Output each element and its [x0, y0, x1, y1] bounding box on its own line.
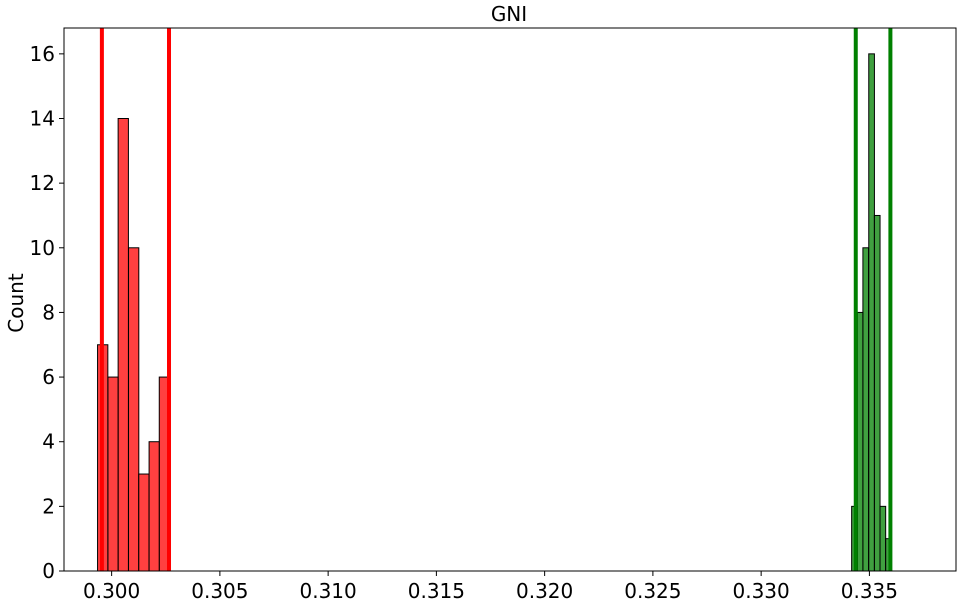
histogram-bar: [856, 311, 864, 572]
y-axis: 0 2 4 6 8 10 12 14 16: [30, 42, 64, 583]
histogram-bar: [879, 505, 887, 572]
histogram-bar: [148, 441, 160, 572]
y-tick-label: 0: [42, 559, 55, 583]
y-tick-label: 10: [30, 236, 55, 260]
x-tick-label: 0.335: [841, 579, 898, 603]
x-tick-label: 0.315: [408, 579, 465, 603]
y-tick-label: 14: [30, 107, 55, 131]
histogram-bar: [138, 473, 150, 572]
y-tick-label: 8: [42, 300, 55, 324]
reference-lines-layer: [99, 28, 893, 571]
x-tick-label: 0.300: [83, 579, 140, 603]
y-axis-label: Count: [4, 273, 28, 333]
histogram-bar: [862, 247, 870, 572]
histogram-bar: [873, 214, 881, 572]
histogram-bar: [128, 247, 140, 572]
chart-title: GNI: [491, 2, 527, 26]
y-tick-label: 4: [42, 430, 55, 454]
x-tick-label: 0.305: [191, 579, 248, 603]
x-axis: 0.300 0.305 0.310 0.315 0.320 0.325 0.330 0.335: [83, 571, 898, 603]
y-tick-label: 16: [30, 42, 55, 66]
x-tick-label: 0.320: [516, 579, 573, 603]
histogram-bar: [107, 376, 119, 572]
histogram-bar: [868, 53, 875, 572]
y-tick-label: 2: [42, 494, 55, 518]
x-tick-label: 0.330: [733, 579, 790, 603]
plot-frame: [63, 27, 957, 572]
y-tick-label: 6: [42, 365, 55, 389]
histogram-bar: [117, 118, 129, 572]
y-tick-label: 12: [30, 171, 55, 195]
x-tick-label: 0.325: [624, 579, 681, 603]
x-tick-label: 0.310: [300, 579, 357, 603]
bars-layer: [97, 53, 892, 572]
